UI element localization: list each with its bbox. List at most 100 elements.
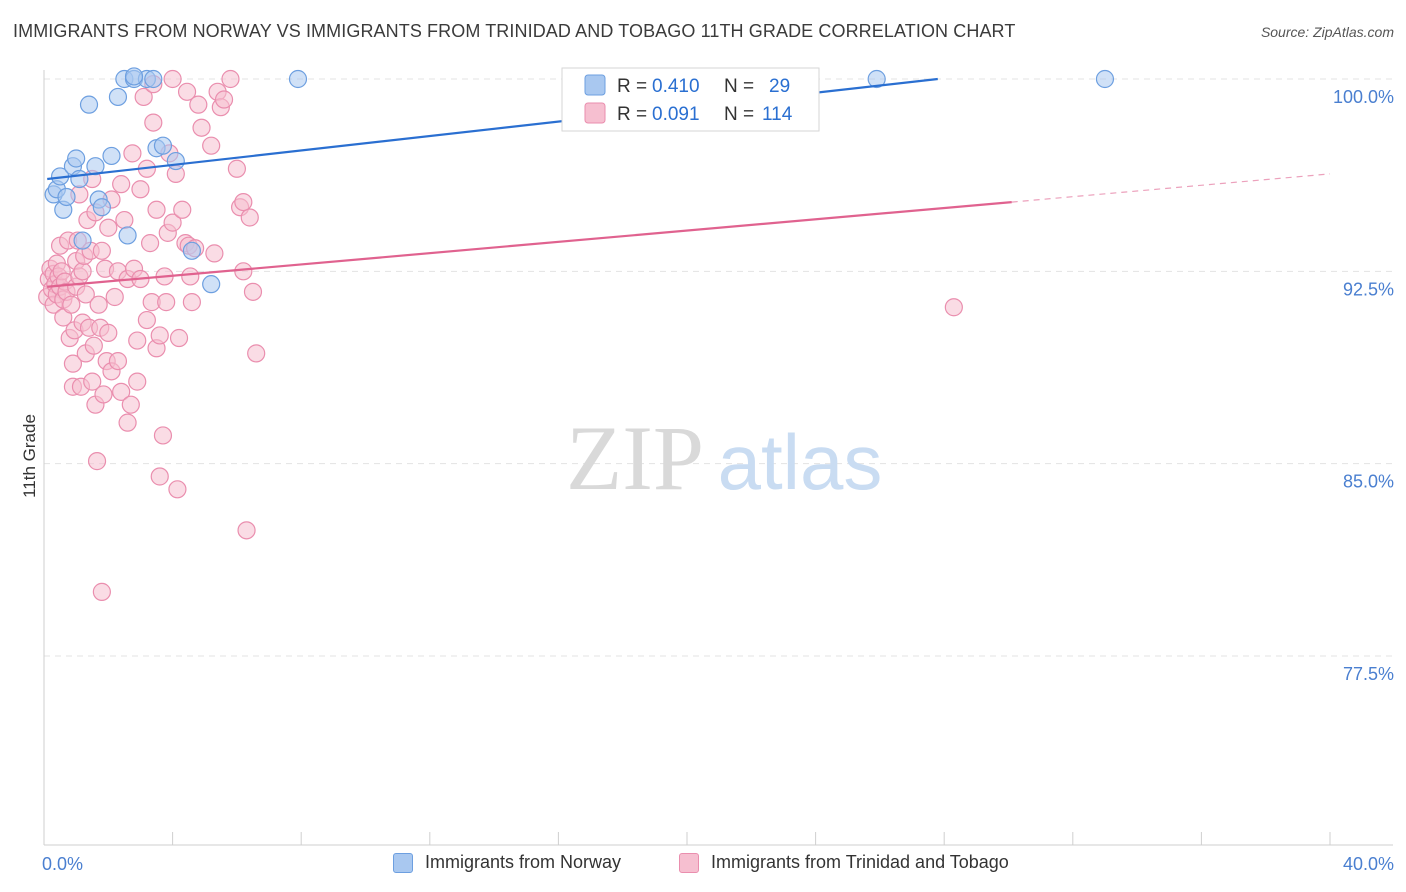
watermark-atlas: atlas bbox=[718, 418, 883, 506]
stats-r-value-norway: 0.410 bbox=[652, 76, 700, 97]
tt-point-71 bbox=[137, 310, 156, 330]
y-tick-label-0: 100.0% bbox=[1333, 87, 1394, 107]
y-tick-label-2: 85.0% bbox=[1343, 472, 1394, 492]
tt-point-46 bbox=[92, 582, 111, 601]
norway-point-26 bbox=[867, 69, 886, 89]
norway-point-16 bbox=[118, 226, 137, 245]
legend-item-norway[interactable]: Immigrants from Norway bbox=[393, 852, 621, 873]
stats-n-value-norway: 29 bbox=[769, 76, 790, 97]
series-norway-points bbox=[44, 67, 1115, 294]
norway-point-19 bbox=[144, 69, 163, 89]
tt-point-97 bbox=[192, 118, 211, 137]
tt-point-42 bbox=[87, 452, 107, 471]
tt-point-14 bbox=[54, 308, 73, 327]
tt-point-94 bbox=[182, 293, 201, 312]
tt-point-111 bbox=[234, 192, 253, 212]
tt-point-54 bbox=[105, 287, 124, 307]
tt-point-113 bbox=[221, 69, 240, 89]
norway-point-25 bbox=[288, 69, 308, 89]
legend-label-trinidad-tobago: Immigrants from Trinidad and Tobago bbox=[711, 852, 1009, 872]
tt-point-98 bbox=[202, 136, 221, 155]
tt-point-43 bbox=[89, 295, 108, 314]
tt-point-72 bbox=[140, 234, 160, 253]
stats-swatch-norway bbox=[584, 74, 606, 96]
legend-swatch-norway bbox=[393, 852, 413, 873]
norway-point-9 bbox=[79, 95, 99, 114]
tt-point-58 bbox=[112, 382, 131, 401]
legend-swatch-trinidad-tobago bbox=[679, 852, 699, 873]
y-axis-label: 11th Grade bbox=[20, 414, 39, 498]
bottom-legend: Immigrants from Norway Immigrants from T… bbox=[0, 852, 1406, 878]
tt-point-56 bbox=[108, 351, 128, 371]
trend-line-extension-1 bbox=[1011, 173, 1331, 203]
tt-point-59 bbox=[115, 210, 134, 230]
norway-point-13 bbox=[102, 146, 121, 166]
tt-point-74 bbox=[144, 113, 163, 132]
norway-point-27 bbox=[1095, 69, 1115, 89]
tt-point-89 bbox=[173, 200, 192, 219]
tt-point-96 bbox=[189, 95, 208, 114]
tt-point-65 bbox=[128, 372, 147, 391]
series-trinidad-tobago-points bbox=[38, 69, 963, 601]
tt-point-110 bbox=[944, 298, 963, 317]
tt-point-109 bbox=[247, 344, 266, 363]
tt-point-47 bbox=[94, 385, 113, 404]
tt-point-37 bbox=[83, 372, 102, 391]
tt-point-39 bbox=[84, 336, 103, 355]
norway-point-14 bbox=[108, 87, 128, 107]
tt-point-32 bbox=[76, 285, 95, 304]
tt-point-76 bbox=[147, 200, 166, 219]
norway-point-21 bbox=[153, 136, 173, 155]
tt-point-66 bbox=[128, 331, 147, 350]
trend-line-1 bbox=[47, 200, 1012, 288]
tt-point-81 bbox=[157, 293, 176, 312]
norway-point-6 bbox=[67, 149, 86, 168]
tt-point-50 bbox=[99, 218, 118, 237]
norway-point-8 bbox=[73, 231, 92, 250]
tt-point-100 bbox=[205, 244, 224, 263]
norway-point-24 bbox=[202, 275, 221, 294]
stats-n-label-norway: N = bbox=[724, 76, 754, 97]
norway-point-7 bbox=[70, 169, 89, 189]
tt-point-57 bbox=[112, 175, 131, 194]
tt-point-45 bbox=[92, 241, 111, 260]
norway-point-12 bbox=[92, 198, 111, 217]
watermark-zip: ZIP bbox=[566, 407, 704, 509]
tt-point-20 bbox=[63, 354, 83, 373]
chart-source[interactable]: Source: ZipAtlas.com bbox=[1260, 24, 1394, 40]
axes bbox=[43, 70, 1393, 846]
tt-point-93 bbox=[181, 267, 200, 286]
gridlines bbox=[44, 78, 1393, 657]
tt-point-67 bbox=[131, 180, 150, 199]
legend-item-trinidad-tobago[interactable]: Immigrants from Trinidad and Tobago bbox=[679, 852, 1009, 873]
tt-point-87 bbox=[168, 480, 187, 499]
stats-r-value-tt: 0.091 bbox=[652, 104, 700, 125]
tt-point-51 bbox=[99, 323, 118, 342]
norway-point-22 bbox=[166, 151, 185, 171]
stats-r-label-tt: R = bbox=[617, 104, 647, 125]
tt-point-77 bbox=[150, 326, 169, 345]
stats-n-label-tt: N = bbox=[724, 104, 754, 125]
tt-point-84 bbox=[163, 69, 182, 89]
tt-point-78 bbox=[150, 467, 169, 486]
x-tick-label-0: 0.0% bbox=[42, 854, 83, 874]
tt-point-103 bbox=[227, 159, 246, 178]
tt-point-102 bbox=[214, 90, 234, 109]
stats-legend-box: R = 0.410 N = 29 R = 0.091 N = 114 bbox=[561, 67, 820, 132]
tt-point-62 bbox=[121, 395, 140, 414]
stats-swatch-tt bbox=[584, 102, 606, 124]
tt-point-85 bbox=[163, 213, 182, 232]
tt-point-108 bbox=[243, 282, 263, 301]
y-tick-label-3: 77.5% bbox=[1343, 664, 1394, 684]
tt-point-79 bbox=[153, 426, 173, 445]
stats-r-label-norway: R = bbox=[617, 76, 647, 97]
tt-point-107 bbox=[240, 208, 259, 227]
x-tick-label-1: 40.0% bbox=[1343, 854, 1394, 874]
tt-point-60 bbox=[118, 413, 137, 432]
norway-point-4 bbox=[57, 187, 76, 207]
y-tick-label-1: 92.5% bbox=[1343, 279, 1394, 299]
x-tick-labels: 0.0% 40.0% bbox=[42, 854, 1394, 874]
chart-title: IMMIGRANTS FROM NORWAY VS IMMIGRANTS FRO… bbox=[13, 21, 1016, 41]
tt-point-69 bbox=[134, 87, 153, 107]
